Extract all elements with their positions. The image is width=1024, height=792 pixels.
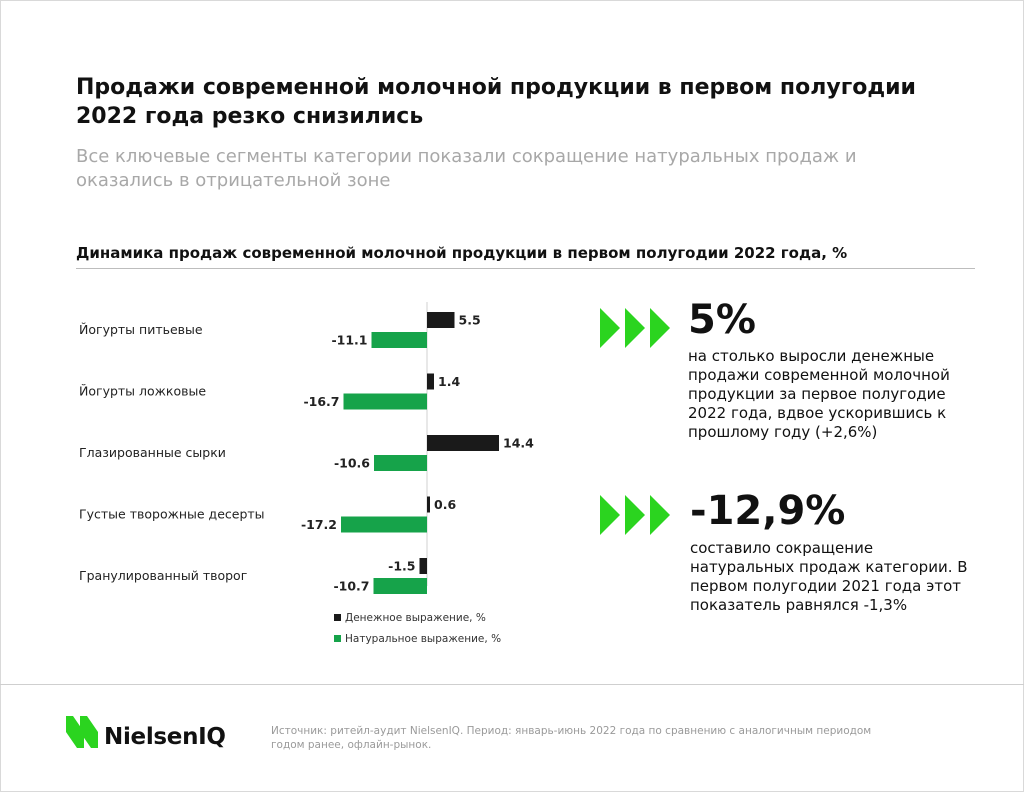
category-label: Глазированные сырки <box>79 445 226 460</box>
legend-label: Денежное выражение, % <box>345 612 486 624</box>
bar-money <box>427 435 499 451</box>
data-label: -17.2 <box>301 517 337 532</box>
data-label: 1.4 <box>438 374 460 389</box>
legend-swatch-money <box>334 614 341 621</box>
bar-volume <box>343 393 427 410</box>
kpi-value-volume: -12,9% <box>690 488 846 534</box>
category-label: Йогурты питьевые <box>79 322 203 337</box>
page-subtitle: Все ключевые сегменты категории показали… <box>76 146 857 191</box>
legend-label: Натуральное выражение, % <box>345 633 501 645</box>
bar-money <box>427 496 430 513</box>
sales-bar-chart: Йогурты питьевые 5.5 -11.1 Йогурты ложковые… <box>79 302 534 645</box>
triple-chevron-right-icon <box>600 308 670 348</box>
page-title: Продажи современной молочной продукции в… <box>76 75 916 129</box>
data-label: 0.6 <box>434 497 456 512</box>
data-label: -10.7 <box>333 579 369 594</box>
bar-volume <box>341 516 427 533</box>
category-label: Йогурты ложковые <box>79 384 206 399</box>
brand-name: NielsenIQ <box>104 724 226 750</box>
bar-volume <box>373 578 427 594</box>
legend-swatch-volume <box>334 635 341 642</box>
kpi-value-money: 5% <box>688 297 756 343</box>
data-label: -10.6 <box>334 456 370 471</box>
bar-money <box>419 558 427 574</box>
footer-divider <box>0 684 1024 685</box>
bar-volume <box>374 455 427 471</box>
kpi-text-volume: составило сокращение натуральных продаж … <box>690 539 968 614</box>
data-label: -11.1 <box>331 333 367 348</box>
data-label: -1.5 <box>388 559 415 574</box>
category-label: Гранулированный творог <box>79 568 247 583</box>
chart-title-divider <box>76 268 975 269</box>
bar-money <box>427 373 434 390</box>
data-label: 14.4 <box>503 436 534 451</box>
category-label: Густые творожные десерты <box>79 507 265 522</box>
nielseniq-logo <box>66 716 98 748</box>
data-label: 5.5 <box>459 313 481 328</box>
kpi-text-money: на столько выросли денежные продажи совр… <box>688 347 950 441</box>
source-note: Источник: ритейл-аудит NielsenIQ. Период… <box>271 725 872 751</box>
triple-chevron-right-icon <box>600 495 670 535</box>
chart-title: Динамика продаж современной молочной про… <box>76 244 848 262</box>
bar-volume <box>371 332 427 348</box>
data-label: -16.7 <box>303 394 339 409</box>
bar-money <box>427 312 455 328</box>
